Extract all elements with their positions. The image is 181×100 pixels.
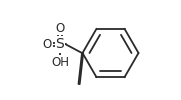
- Text: OH: OH: [51, 56, 69, 68]
- Text: S: S: [56, 38, 64, 52]
- Text: O: O: [55, 22, 65, 34]
- Text: O: O: [42, 38, 52, 51]
